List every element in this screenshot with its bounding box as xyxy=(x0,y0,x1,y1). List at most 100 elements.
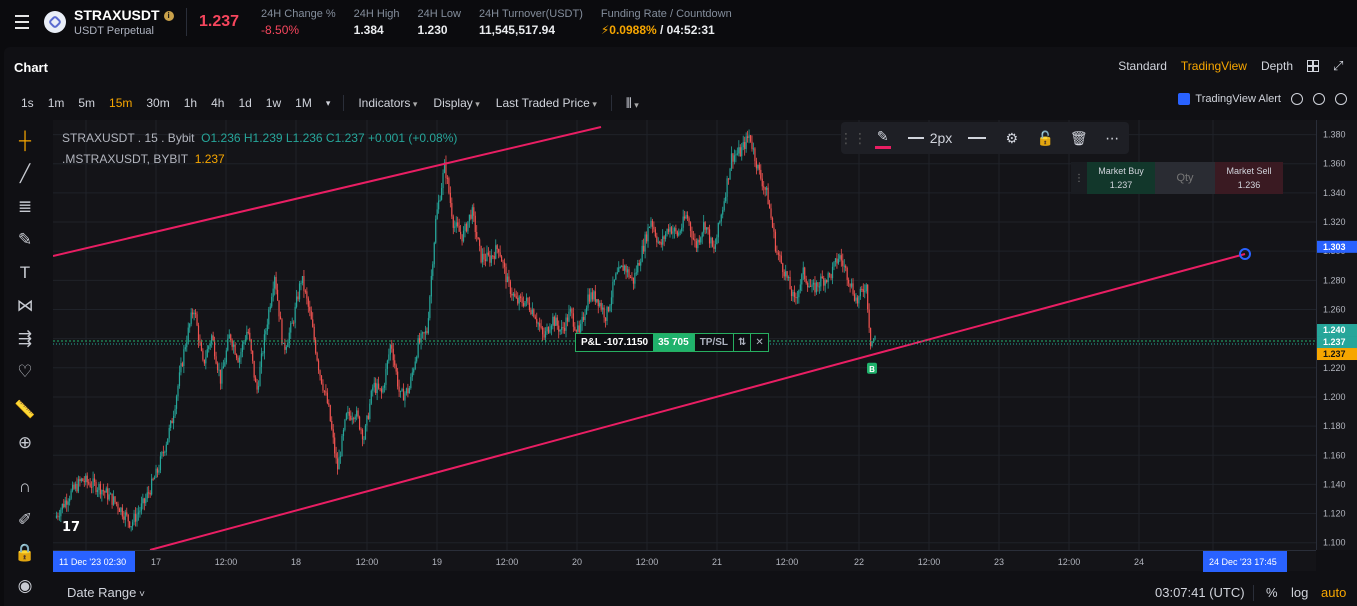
candle-body xyxy=(107,488,109,500)
pattern-icon[interactable]: ⋈ xyxy=(16,296,34,315)
timeframe-5m[interactable]: 5m xyxy=(78,96,96,110)
view-switcher: Standard TradingView Depth ⤢ xyxy=(1118,59,1345,73)
price-tick-label: 1.120 xyxy=(1323,509,1346,519)
time-axis[interactable]: 11 Dec '23 02:30 17 12:00 18 12:00 19 12:00 20 1… xyxy=(53,550,1316,572)
timeframe-1M[interactable]: 1M xyxy=(295,96,312,110)
candle-body xyxy=(391,345,393,349)
fullscreen-icon[interactable] xyxy=(1335,93,1347,105)
unlock-icon[interactable]: 🔓 xyxy=(1036,129,1055,146)
timeframe-4h[interactable]: 4h xyxy=(211,96,225,110)
candle-body xyxy=(360,429,362,431)
candle-body xyxy=(539,323,541,327)
view-tradingview[interactable]: TradingView xyxy=(1180,59,1247,73)
market-buy-button[interactable]: Market Buy 1.237 xyxy=(1087,162,1155,194)
lock-drawing-icon[interactable]: ✐ xyxy=(17,510,33,529)
position-pnl: P&L -107.1150 xyxy=(576,334,654,351)
buy-marker xyxy=(867,362,877,374)
date-range-menu[interactable]: Date Range xyxy=(67,585,145,600)
timeframe-more-icon[interactable]: ▾ xyxy=(325,97,331,108)
market-sell-button[interactable]: Market Sell 1.236 xyxy=(1215,162,1283,194)
more-options-icon[interactable]: ⋯ xyxy=(1105,129,1120,146)
drag-handle-icon[interactable]: ⋮ xyxy=(1071,162,1087,194)
candle-body xyxy=(373,382,375,388)
magnet-icon[interactable]: ∩ xyxy=(18,477,32,496)
line-width-button[interactable]: 2px xyxy=(900,130,959,146)
qty-input[interactable]: Qty xyxy=(1155,162,1215,194)
candle-body xyxy=(265,330,267,335)
view-depth[interactable]: Depth xyxy=(1260,59,1293,73)
trash-icon[interactable]: 🗑 xyxy=(1069,129,1088,146)
candle-body xyxy=(600,302,602,310)
auto-scale-toggle[interactable]: auto xyxy=(1321,585,1347,600)
menu-icon[interactable] xyxy=(0,0,44,44)
tradingview-logo[interactable]: 𝟭𝟳 xyxy=(62,519,81,534)
tpsl-button[interactable]: TP/SL xyxy=(693,334,734,351)
tradingview-alert-button[interactable]: TradingView Alert xyxy=(1178,93,1281,105)
candle-body xyxy=(300,283,302,285)
lock-icon[interactable]: 🔒 xyxy=(14,543,36,562)
timeframe-30m[interactable]: 30m xyxy=(146,96,170,110)
candle-body xyxy=(779,254,781,256)
candle-body xyxy=(821,276,823,279)
fib-retracement-icon[interactable]: ≣ xyxy=(17,197,33,216)
position-line-label[interactable]: P&L -107.1150 35 705 TP/SL ⇅ ✕ xyxy=(575,333,769,352)
timeframe-1m[interactable]: 1m xyxy=(47,96,65,110)
candle-body xyxy=(307,298,309,307)
candle-body xyxy=(328,403,330,406)
reverse-icon[interactable]: ⇅ xyxy=(733,334,751,351)
expand-icon[interactable]: ⤢ xyxy=(1333,58,1344,73)
last-price: 1.237 xyxy=(199,13,240,30)
display-menu[interactable]: Display xyxy=(425,96,487,110)
candle-body xyxy=(561,327,563,330)
candle-body xyxy=(848,279,850,284)
candle-body xyxy=(831,266,834,279)
candle-body xyxy=(442,172,444,189)
timeframe-1d[interactable]: 1d xyxy=(238,96,252,110)
crosshair-icon[interactable]: ┼ xyxy=(18,131,32,150)
ruler-icon[interactable]: 📏 xyxy=(14,400,36,419)
text-icon[interactable]: T xyxy=(19,263,31,282)
line-style-icon[interactable] xyxy=(960,137,995,139)
brush-icon[interactable]: ✎ xyxy=(17,230,33,249)
candle-body xyxy=(92,478,94,487)
timeframe-1w[interactable]: 1w xyxy=(265,96,282,110)
eye-icon[interactable]: ◉ xyxy=(17,576,33,595)
indicators-menu[interactable]: Indicators xyxy=(350,96,425,110)
prediction-icon[interactable]: ⇶ xyxy=(17,329,33,348)
candle-body xyxy=(512,293,514,296)
candle-body xyxy=(518,296,520,304)
candle-body xyxy=(575,330,577,332)
candle-body xyxy=(584,314,586,321)
settings-icon[interactable]: ⚙ xyxy=(1005,129,1019,146)
settings-icon[interactable] xyxy=(1313,93,1325,105)
candle-body xyxy=(657,241,659,243)
chart-type-icon[interactable]: ⫴ xyxy=(618,95,647,112)
log-scale-toggle[interactable]: log xyxy=(1291,585,1309,600)
view-standard[interactable]: Standard xyxy=(1118,59,1167,73)
candle-body xyxy=(594,291,596,302)
price-axis[interactable]: 1.3801.3601.3401.3201.3001.2801.2601.240… xyxy=(1316,120,1357,550)
zoom-in-icon[interactable]: ⊕ xyxy=(17,433,33,452)
candle-body xyxy=(77,479,80,492)
percent-scale-toggle[interactable]: % xyxy=(1266,585,1278,600)
candle-body xyxy=(209,343,211,347)
candle-body xyxy=(505,266,507,283)
symbol-selector[interactable]: STRAXUSDT i USDT Perpetual xyxy=(74,7,186,37)
close-position-button[interactable]: ✕ xyxy=(750,334,768,351)
candle-body xyxy=(698,239,700,243)
layout-grid-icon[interactable] xyxy=(1307,60,1319,72)
timeframe-1h[interactable]: 1h xyxy=(183,96,198,110)
candle-body xyxy=(173,415,175,424)
timeframe-1s[interactable]: 1s xyxy=(21,96,34,110)
info-icon[interactable]: i xyxy=(163,11,174,22)
timeframe-15m[interactable]: 15m xyxy=(109,96,133,110)
line-color-icon[interactable]: ✎ xyxy=(865,128,900,149)
trend-line-icon[interactable]: ╱ xyxy=(19,164,31,183)
drag-handle-icon[interactable]: ⋮⋮ xyxy=(839,129,867,146)
utc-clock[interactable]: 03:07:41 (UTC) xyxy=(1155,585,1245,600)
candlestick-chart: B xyxy=(52,120,1316,551)
camera-icon[interactable] xyxy=(1291,93,1303,105)
favorites-heart-icon[interactable]: ♡ xyxy=(17,362,33,381)
chart-title: Chart xyxy=(14,60,48,75)
price-source-menu[interactable]: Last Traded Price xyxy=(488,96,605,110)
